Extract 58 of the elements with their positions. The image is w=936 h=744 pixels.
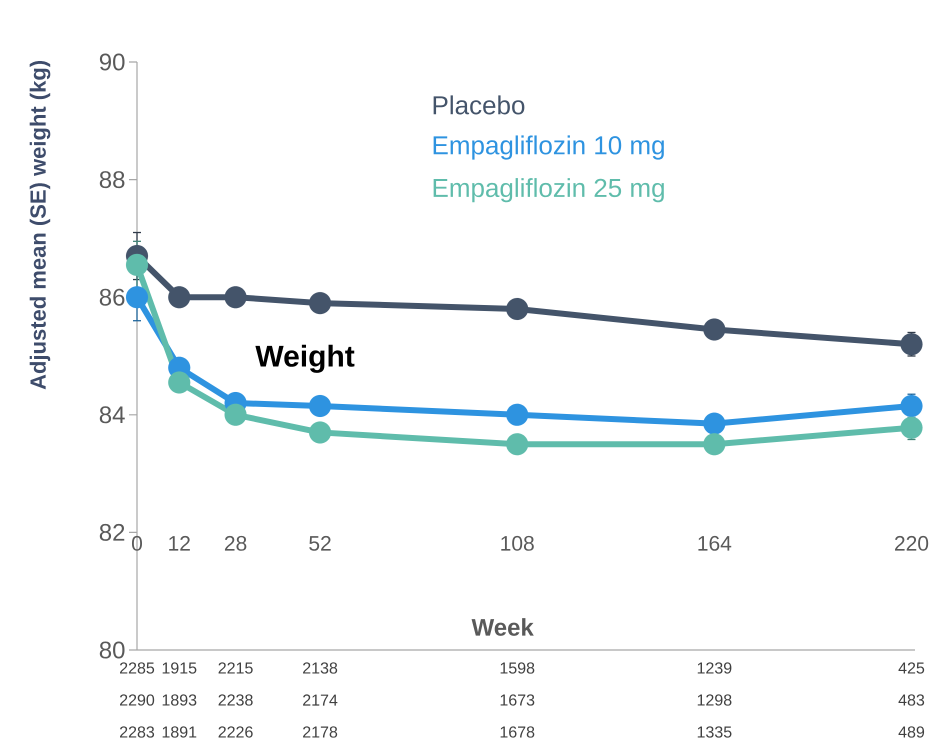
text: Empagliflozin 25 mg xyxy=(434,178,664,202)
point xyxy=(900,333,923,356)
text: 2283 xyxy=(120,726,154,738)
point xyxy=(506,298,528,320)
text: 1891 xyxy=(162,726,196,738)
text: 2226 xyxy=(218,726,253,738)
point xyxy=(126,286,148,308)
point xyxy=(703,412,726,435)
text: 483 xyxy=(898,694,924,706)
text: 2285 xyxy=(120,662,154,674)
text: 1239 xyxy=(698,662,732,674)
point xyxy=(506,404,528,426)
y-tick-label: 84 xyxy=(100,406,125,424)
point xyxy=(126,254,148,276)
text: Weight xyxy=(255,344,354,373)
point xyxy=(309,394,332,418)
text: 1915 xyxy=(162,662,196,674)
point xyxy=(224,404,247,426)
x-tick-label: 108 xyxy=(501,536,534,551)
text: 1298 xyxy=(698,694,732,706)
point xyxy=(703,318,726,341)
text: 1335 xyxy=(698,726,732,738)
point xyxy=(900,394,923,418)
text: 2215 xyxy=(218,662,253,674)
text: Empagliflozin 10 mg xyxy=(434,135,664,160)
x-tick-label: 52 xyxy=(309,536,331,551)
point xyxy=(168,286,190,308)
point xyxy=(703,433,726,456)
text: 2290 xyxy=(120,694,154,706)
text: 489 xyxy=(898,726,924,738)
text: 2178 xyxy=(303,726,338,738)
x-axis-title: Week xyxy=(472,618,534,636)
text: 2138 xyxy=(303,662,338,674)
point xyxy=(309,292,332,314)
x-tick-label: 220 xyxy=(895,536,928,551)
y-tick-label: 88 xyxy=(100,171,124,188)
point xyxy=(309,421,332,444)
x-tick-label: 12 xyxy=(169,536,190,551)
text: 1598 xyxy=(500,662,534,674)
x-tick-label: 164 xyxy=(698,536,732,551)
text: 2238 xyxy=(218,694,253,706)
point xyxy=(168,371,190,394)
point xyxy=(224,286,247,308)
text: 2174 xyxy=(303,694,338,706)
point xyxy=(900,416,923,439)
y-tick-label: 90 xyxy=(100,54,125,70)
x-tick-label: 28 xyxy=(224,536,246,551)
x-tick-label: 0 xyxy=(132,536,142,551)
text: Placebo xyxy=(434,95,524,114)
text: 1893 xyxy=(162,694,196,706)
point xyxy=(506,433,528,456)
y-tick-label: 80 xyxy=(100,642,125,658)
y-tick-label: 86 xyxy=(100,288,124,306)
text: 425 xyxy=(898,662,924,674)
y-tick-label: 82 xyxy=(100,524,124,541)
text: 1673 xyxy=(500,694,534,706)
y-axis-title: Adjusted mean (SE) weight (kg) xyxy=(30,60,50,390)
text: 1678 xyxy=(500,726,534,738)
